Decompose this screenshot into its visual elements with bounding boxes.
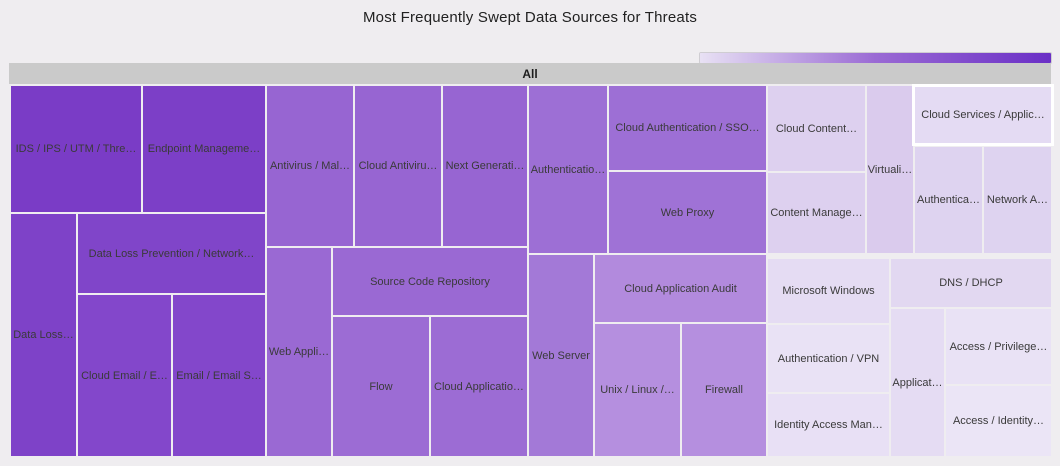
treemap-cell-label: DNS / DHCP: [939, 277, 1003, 289]
treemap-cell-flow[interactable]: Flow: [333, 317, 429, 456]
treemap-cell-antivirus-mal[interactable]: Antivirus / Mal…: [267, 86, 353, 246]
treemap-cell-cloud-applicatio[interactable]: Cloud Applicatio…: [431, 317, 527, 456]
treemap-cell-unix-linux[interactable]: Unix / Linux /…: [595, 324, 680, 456]
treemap-cell-label: Email / Email S…: [176, 369, 262, 382]
treemap-cell-microsoft-windows[interactable]: Microsoft Windows: [768, 259, 889, 323]
treemap-cell-web-server[interactable]: Web Server: [529, 255, 593, 456]
treemap-cell-applicat[interactable]: Applicat…: [891, 309, 944, 456]
treemap-cells-area: IDS / IPS / UTM / Thre… Endpoint Manageme…: [9, 84, 1054, 457]
treemap-cell-label: Network A…: [986, 194, 1049, 206]
treemap-cell-network-a[interactable]: Network A…: [984, 147, 1051, 253]
treemap-cell-authentica[interactable]: Authentica…: [915, 147, 982, 253]
treemap-cell-access-identity[interactable]: Access / Identity…: [946, 386, 1051, 456]
treemap-cell-cloud-application-audit[interactable]: Cloud Application Audit: [595, 255, 766, 322]
treemap-cell-label: Authentication / VPN: [777, 352, 880, 365]
treemap-cell-label: Source Code Repository: [370, 275, 490, 288]
treemap-cell-label: Access / Identity…: [952, 415, 1045, 427]
treemap-cell-label: Microsoft Windows: [782, 285, 875, 297]
treemap-cell-label: Cloud Applicatio…: [434, 380, 524, 393]
treemap-cell-label: Web Server: [532, 349, 590, 362]
treemap-cell-firewall[interactable]: Firewall: [682, 324, 766, 456]
treemap-cell-ids-ips-utm-thre[interactable]: IDS / IPS / UTM / Thre…: [11, 86, 141, 212]
treemap-cell-access-privilege[interactable]: Access / Privilege…: [946, 309, 1051, 384]
treemap-cell-content-manage[interactable]: Content Manage…: [768, 173, 865, 253]
treemap-cell-source-code-repository[interactable]: Source Code Repository: [333, 248, 527, 315]
treemap-cell-label: Cloud Application Audit: [624, 282, 737, 295]
treemap-cell-label: Web Proxy: [660, 206, 715, 219]
treemap-cell-label: Authenticatio…: [530, 163, 606, 176]
treemap-cell-label: Flow: [369, 380, 393, 393]
treemap-cell-email-email-s[interactable]: Email / Email S…: [173, 295, 265, 456]
treemap-cell-cloud-antiviru[interactable]: Cloud Antiviru…: [355, 86, 441, 246]
treemap-cell-identity-access-man[interactable]: Identity Access Man…: [768, 394, 889, 456]
treemap-cell-web-proxy[interactable]: Web Proxy: [609, 172, 766, 253]
treemap-chart: All IDS / IPS / UTM / Thre… Endpoint Mana…: [9, 63, 1054, 457]
treemap-root-label: All: [522, 66, 538, 81]
treemap-cell-next-generati[interactable]: Next Generati…: [443, 86, 527, 246]
treemap-cell-label: Antivirus / Mal…: [269, 160, 351, 172]
treemap-cell-label: Data Loss…: [13, 329, 74, 341]
treemap-cell-label: Cloud Antiviru…: [358, 160, 438, 172]
treemap-cell-cloud-email-e[interactable]: Cloud Email / E…: [78, 295, 171, 456]
treemap-cell-label: Firewall: [705, 384, 743, 396]
treemap-cell-label: Web Appli…: [268, 346, 330, 358]
treemap-cell-authentication-vpn[interactable]: Authentication / VPN: [768, 325, 889, 392]
treemap-cell-cloud-services-applic[interactable]: Cloud Services / Applic…: [912, 84, 1054, 146]
treemap-cell-label: Endpoint Manageme…: [147, 143, 261, 155]
treemap-root-all[interactable]: All: [9, 63, 1051, 84]
treemap-cell-label: Next Generati…: [445, 160, 525, 172]
treemap-cell-dns-dhcp[interactable]: DNS / DHCP: [891, 259, 1051, 307]
treemap-cell-cloud-content[interactable]: Cloud Content…: [768, 86, 865, 171]
treemap-cell-authenticatio[interactable]: Authenticatio…: [529, 86, 607, 253]
chart-title: Most Frequently Swept Data Sources for T…: [362, 9, 698, 26]
treemap-cell-label: Applicat…: [892, 376, 943, 389]
treemap-cell-label: IDS / IPS / UTM / Thre…: [15, 143, 137, 155]
treemap-cell-label: Virtuali…: [867, 163, 913, 176]
treemap-cell-label: Identity Access Man…: [774, 419, 883, 431]
treemap-cell-data-loss-prevention-network[interactable]: Data Loss Prevention / Network…: [78, 214, 265, 293]
treemap-cell-label: Cloud Authentication / SSO…: [615, 122, 760, 134]
treemap-cell-cloud-authentication-sso[interactable]: Cloud Authentication / SSO…: [609, 86, 766, 170]
treemap-cell-label: Data Loss Prevention / Network…: [88, 247, 255, 260]
treemap-cell-label: Authentica…: [917, 194, 980, 206]
treemap-cell-data-loss[interactable]: Data Loss…: [11, 214, 76, 456]
treemap-cell-virtuali[interactable]: Virtuali…: [867, 86, 913, 253]
treemap-cell-label: Cloud Services / Applic…: [921, 109, 1045, 121]
treemap-cell-label: Cloud Content…: [775, 122, 858, 135]
color-scale-legend: [700, 53, 1051, 63]
treemap-cell-label: Unix / Linux /…: [600, 384, 675, 396]
treemap-cell-label: Cloud Email / E…: [81, 369, 168, 382]
treemap-cell-label: Content Manage…: [770, 207, 863, 219]
treemap-cell-label: Access / Privilege…: [949, 340, 1048, 353]
treemap-cell-endpoint-manageme[interactable]: Endpoint Manageme…: [143, 86, 265, 212]
treemap-cell-web-appli[interactable]: Web Appli…: [267, 248, 331, 456]
